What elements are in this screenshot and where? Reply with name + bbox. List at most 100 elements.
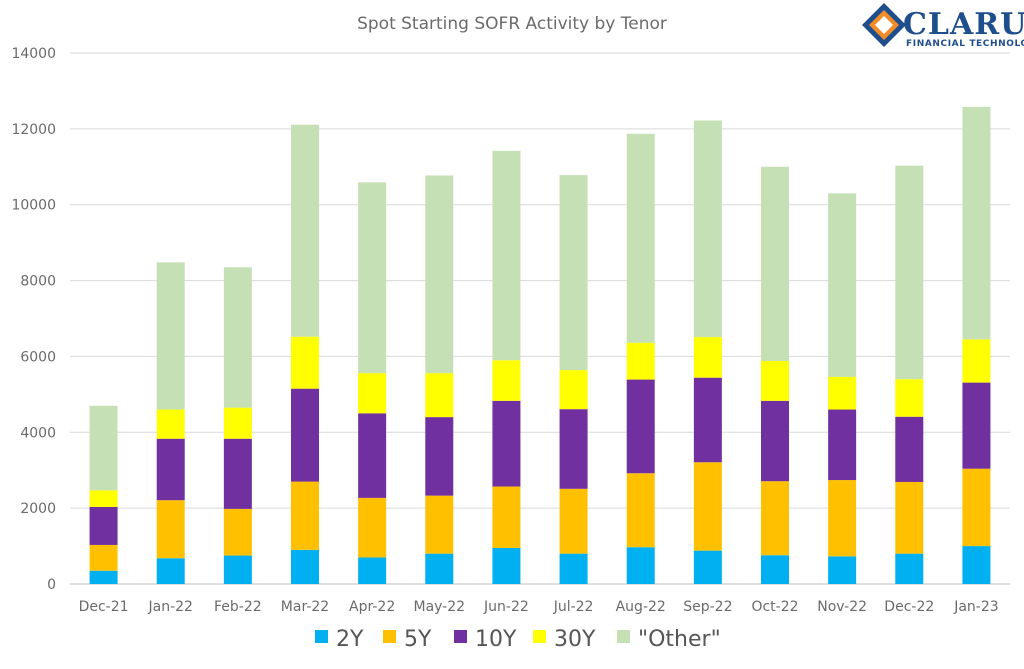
bar-segment [559,488,588,554]
legend-label: 10Y [475,627,517,652]
bar-segment [828,376,857,410]
bar-segment [291,124,319,337]
bar-segment [761,360,789,401]
bar-segment [895,553,924,584]
bar-segment [828,556,857,584]
bar-segment [223,508,252,556]
legend-label: "Other" [638,627,721,652]
bar-segment [761,400,789,482]
bar-segment [89,570,118,584]
bar-segment [156,558,185,584]
y-tick-label: 6000 [20,349,56,365]
y-tick-label: 4000 [20,425,56,441]
bar-segment [156,262,185,410]
legend-swatch [617,630,630,643]
bar-segment [895,416,924,482]
bar-segment [761,166,789,361]
y-tick-label: 10000 [11,198,56,214]
x-tick-label: Apr-22 [349,599,395,615]
x-tick-label: Jun-22 [483,599,529,615]
clarus-logo-tagline: FINANCIAL TECHNOLOGY [906,39,1024,49]
bar-segment [559,553,588,584]
bar-segment [492,486,521,548]
clarus-diamond-icon [862,3,906,47]
bar-segment [492,150,521,361]
bar-segment [89,490,118,508]
x-axis-ticks: Dec-21 Jan-22 Feb-22 Mar-22 Apr-22 May-22 Jun-… [79,599,999,615]
legend-label: 2Y [336,627,364,652]
gridlines [70,52,1010,585]
bar-segment [358,497,387,558]
bar-segment [425,553,454,584]
bar-segment [962,106,991,340]
bar-segment [291,549,319,584]
x-tick-label: Sep-22 [683,599,732,615]
bar-segment [89,544,118,571]
legend-swatch [533,630,546,643]
bar-segment [693,550,722,584]
bar-segment [492,400,521,487]
bar-segment [223,407,252,439]
chart-title: Spot Starting SOFR Activity by Tenor [357,14,667,34]
bar-segment [693,462,722,551]
bar-segment [223,555,252,584]
bar-segment [223,267,252,408]
bar-segment [962,382,991,469]
bar-segment [425,417,454,496]
bar-segment [425,495,454,554]
legend-swatch [315,630,328,643]
bar-segment [828,480,857,557]
x-tick-label: Aug-22 [616,599,666,615]
bar-segment [626,379,655,474]
bar-segment [425,175,454,374]
bar-segment [626,133,655,343]
bar-segment [962,339,991,383]
bar-segment [626,547,655,584]
bar-segment [89,507,118,545]
x-tick-label: Feb-22 [214,599,262,615]
bar-segment [223,438,252,509]
clarus-logo-name: CLARUS [903,7,1024,42]
x-tick-label: Dec-21 [79,599,129,615]
y-axis-ticks: 0 2000 4000 6000 8000 10000 12000 14000 [11,46,56,593]
bar-segment [156,500,185,559]
bar-segment [291,481,319,550]
y-tick-label: 8000 [20,274,56,290]
bar-segment [962,546,991,584]
bar-segment [626,342,655,380]
clarus-logo: CLARUS FINANCIAL TECHNOLOGY [862,3,1024,49]
bar-segment [559,370,588,410]
bar-segment [358,373,387,414]
bar-segment [358,182,387,374]
bar-segment [828,193,857,377]
x-tick-label: Jul-22 [553,599,594,615]
bar-segment [962,468,991,547]
legend-swatch [454,630,467,643]
bar-segment [761,555,789,584]
y-tick-label: 2000 [20,501,56,517]
bar-segment [559,175,588,371]
legend-label: 30Y [554,627,596,652]
bar-segment [693,120,722,338]
bar-segment [626,473,655,548]
bar-segment [895,481,924,554]
x-tick-label: May-22 [413,599,465,615]
x-tick-label: Nov-22 [817,599,867,615]
legend: 2Y 5Y 10Y 30Y "Other" [315,627,721,652]
x-tick-label: Oct-22 [751,599,798,615]
bar-segment [559,409,588,489]
bar-segment [358,413,387,498]
bar-segment [895,379,924,417]
legend-swatch [383,630,396,643]
bar-segment [761,481,789,556]
bar-segment [492,547,521,584]
x-tick-label: Mar-22 [281,599,329,615]
y-tick-label: 0 [47,577,56,593]
bar-segment [156,438,185,501]
bar-segment [358,557,387,584]
bar-segment [492,360,521,401]
legend-label: 5Y [404,627,432,652]
bar-segment [291,336,319,389]
bar-segment [828,409,857,481]
